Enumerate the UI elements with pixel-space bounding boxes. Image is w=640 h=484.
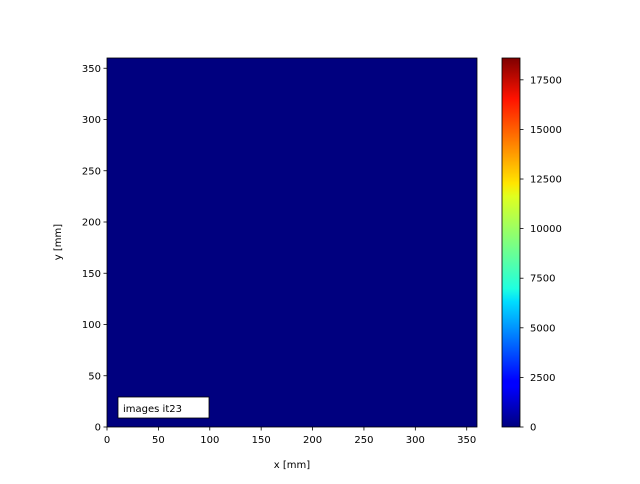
x-tick-label: 150: [252, 435, 271, 446]
x-tick-label: 200: [303, 435, 322, 446]
colorbar-tick-label: 15000: [530, 125, 562, 136]
y-tick-label: 350: [82, 64, 101, 75]
colorbar-tick-label: 0: [530, 423, 536, 434]
x-tick-label: 350: [457, 435, 476, 446]
colorbar-tick-label: 5000: [530, 323, 555, 334]
x-axis-ticks: 0 50 100 150 200 250 300 350: [104, 427, 476, 446]
y-tick-label: 250: [82, 166, 101, 177]
y-tick-label: 100: [82, 320, 101, 331]
x-tick-label: 300: [406, 435, 425, 446]
y-tick-label: 200: [82, 218, 101, 229]
colorbar-tick-label: 12500: [530, 175, 562, 186]
y-tick-label: 150: [82, 269, 101, 280]
colorbar-ticks: 0 2500 5000 7500 10000 12500 15000 17500: [520, 75, 562, 434]
y-axis-ticks: 0 50 100 150 200 250 300 350: [82, 64, 107, 434]
y-tick-label: 300: [82, 115, 101, 126]
y-tick-label: 0: [95, 423, 101, 434]
heatmap-image: [107, 58, 477, 427]
plot-frame: [106, 57, 478, 428]
x-tick-label: 100: [200, 435, 219, 446]
y-axis-label: y [mm]: [53, 224, 64, 260]
x-tick-label: 50: [152, 435, 165, 446]
x-tick-label: 250: [354, 435, 373, 446]
y-tick-label: 50: [88, 371, 101, 382]
colorbar-tick-label: 7500: [530, 274, 555, 285]
colorbar-tick-label: 2500: [530, 373, 555, 384]
x-tick-label: 0: [104, 435, 110, 446]
colorbar: [501, 57, 521, 428]
colorbar-tick-label: 17500: [530, 75, 562, 86]
annotation-text: images it23: [123, 404, 182, 415]
colorbar-tick-label: 10000: [530, 224, 562, 235]
x-axis-label: x [mm]: [274, 460, 310, 471]
annotation-box: [117, 396, 210, 419]
